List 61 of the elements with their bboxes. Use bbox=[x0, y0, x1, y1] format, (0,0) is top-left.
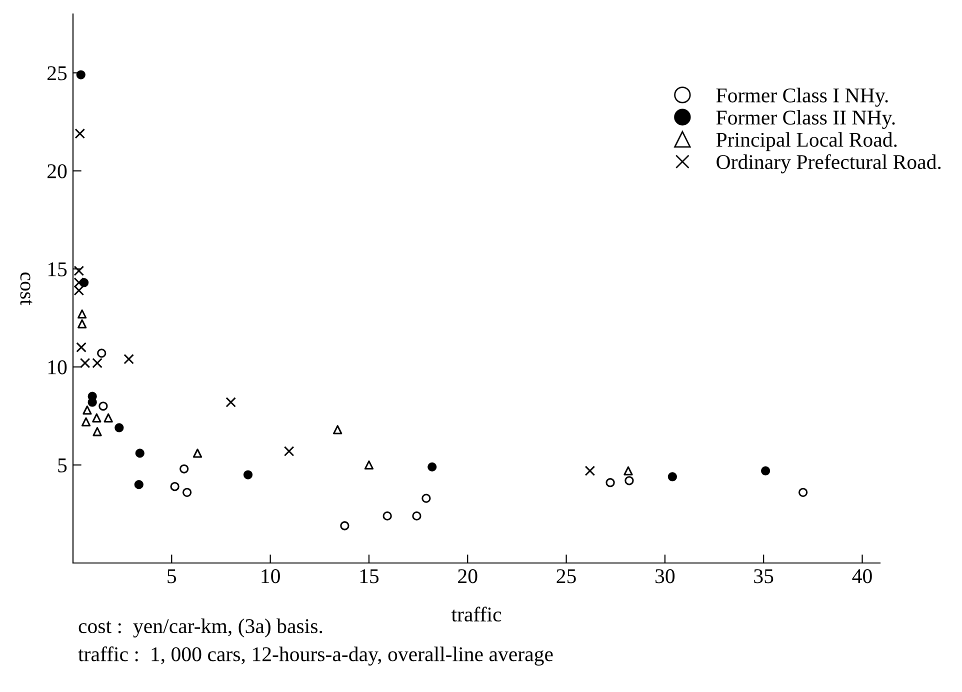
y-axis-title: cost bbox=[20, 272, 32, 306]
point bbox=[114, 423, 124, 432]
x-axis-title: traffic bbox=[451, 606, 502, 622]
point bbox=[74, 128, 86, 139]
point bbox=[74, 277, 84, 288]
y-tick-label: 15 bbox=[48, 262, 67, 276]
point bbox=[182, 488, 192, 497]
legend-label: Principal Local Road. bbox=[716, 132, 897, 152]
point bbox=[76, 70, 86, 80]
point bbox=[584, 466, 596, 476]
x-tick-label: 5 bbox=[168, 569, 176, 584]
y-tick-label: 10 bbox=[48, 360, 67, 374]
point bbox=[798, 488, 808, 497]
point bbox=[364, 460, 374, 470]
y-tick-label: 25 bbox=[48, 66, 67, 80]
y-tick-label: 20 bbox=[48, 164, 67, 178]
point bbox=[104, 413, 113, 422]
point bbox=[170, 482, 180, 492]
point bbox=[98, 402, 108, 411]
x-tick-label: 20 bbox=[458, 569, 478, 584]
point bbox=[624, 476, 634, 486]
x-tick-label: 35 bbox=[754, 569, 774, 584]
point bbox=[422, 494, 431, 503]
point bbox=[180, 464, 189, 474]
legend-label: Former Class II NHy. bbox=[716, 110, 895, 129]
point bbox=[81, 417, 91, 426]
text: cost : yen/car-km, (3a) basis. bbox=[78, 618, 322, 638]
point bbox=[668, 472, 677, 482]
point bbox=[412, 511, 422, 521]
point bbox=[340, 521, 350, 530]
text: traffic : 1, 000 cars, 12-hours-a-day, overall-line average bbox=[78, 646, 553, 666]
point bbox=[135, 448, 144, 458]
point bbox=[243, 470, 253, 480]
y-tick-label: 5 bbox=[58, 458, 67, 472]
legend-label: Ordinary Prefectural Road. bbox=[716, 154, 941, 174]
point bbox=[76, 342, 86, 352]
x-tick-label: 15 bbox=[360, 569, 379, 584]
point bbox=[92, 413, 102, 422]
point bbox=[74, 285, 84, 296]
point bbox=[124, 354, 134, 364]
x-tick-label: 30 bbox=[656, 569, 675, 584]
point bbox=[192, 448, 202, 458]
point bbox=[606, 478, 615, 488]
point bbox=[92, 427, 102, 436]
point bbox=[760, 466, 770, 476]
point bbox=[624, 466, 633, 476]
point bbox=[333, 425, 342, 434]
point bbox=[74, 266, 84, 276]
point bbox=[78, 309, 87, 319]
point bbox=[97, 348, 106, 358]
point bbox=[382, 511, 392, 521]
x-tick-label: 25 bbox=[556, 569, 576, 584]
point bbox=[226, 397, 236, 408]
point bbox=[428, 462, 437, 472]
point bbox=[78, 319, 87, 328]
point bbox=[82, 405, 92, 415]
point bbox=[134, 480, 144, 490]
point bbox=[284, 446, 294, 456]
x-tick-label: 10 bbox=[262, 569, 280, 584]
x-tick-label: 40 bbox=[852, 569, 872, 584]
legend-label: Former Class I NHy. bbox=[716, 88, 888, 107]
